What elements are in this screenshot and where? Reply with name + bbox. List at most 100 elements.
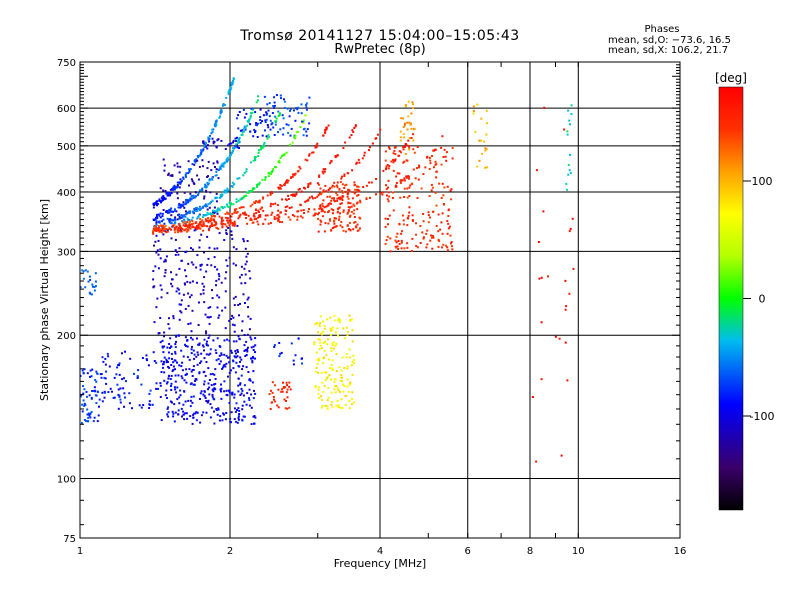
data-point bbox=[222, 222, 225, 225]
data-point bbox=[176, 197, 179, 200]
data-point bbox=[184, 173, 187, 176]
data-point bbox=[264, 129, 266, 132]
data-point bbox=[251, 203, 254, 206]
data-points bbox=[79, 77, 575, 463]
data-point bbox=[203, 186, 206, 188]
data-point bbox=[353, 127, 356, 129]
data-point bbox=[179, 389, 182, 392]
data-point bbox=[181, 228, 184, 231]
data-point bbox=[268, 102, 271, 105]
data-point bbox=[95, 402, 98, 404]
data-point bbox=[335, 155, 338, 158]
data-point bbox=[266, 214, 269, 217]
data-point bbox=[571, 217, 574, 220]
data-point bbox=[206, 316, 209, 319]
data-point bbox=[331, 406, 334, 409]
data-point bbox=[168, 193, 171, 196]
data-point bbox=[277, 186, 280, 189]
data-point bbox=[220, 223, 223, 226]
data-point bbox=[217, 273, 220, 275]
data-point bbox=[180, 303, 183, 306]
data-point bbox=[535, 169, 538, 172]
data-point bbox=[172, 224, 175, 227]
data-point bbox=[183, 220, 186, 223]
data-point bbox=[278, 221, 281, 223]
data-point bbox=[346, 334, 349, 336]
data-point bbox=[192, 222, 195, 225]
data-point bbox=[199, 264, 202, 267]
data-point bbox=[390, 160, 393, 163]
data-point bbox=[394, 158, 397, 161]
data-point bbox=[359, 227, 361, 230]
data-point bbox=[356, 208, 359, 211]
data-point bbox=[187, 399, 190, 402]
data-point bbox=[208, 179, 211, 182]
data-point bbox=[184, 400, 187, 403]
data-point bbox=[191, 422, 194, 425]
data-point bbox=[269, 128, 272, 131]
data-point bbox=[325, 126, 328, 129]
data-point bbox=[207, 160, 210, 163]
data-point bbox=[213, 209, 216, 212]
data-point bbox=[208, 246, 211, 249]
data-point bbox=[243, 400, 246, 403]
data-point bbox=[340, 202, 343, 205]
data-point bbox=[433, 149, 436, 152]
data-point bbox=[412, 107, 414, 109]
data-point bbox=[202, 216, 204, 219]
data-point bbox=[185, 381, 188, 384]
data-point bbox=[217, 316, 220, 319]
data-point bbox=[348, 221, 351, 224]
data-point bbox=[103, 396, 106, 399]
data-point bbox=[292, 363, 295, 366]
data-point bbox=[154, 240, 157, 243]
data-point bbox=[187, 304, 190, 307]
data-point bbox=[566, 379, 569, 382]
data-point bbox=[239, 356, 242, 359]
data-point bbox=[352, 354, 355, 357]
data-point bbox=[184, 215, 187, 218]
data-point bbox=[225, 362, 228, 365]
data-point bbox=[341, 194, 344, 197]
data-point bbox=[193, 353, 196, 356]
data-point bbox=[255, 218, 258, 220]
data-point bbox=[204, 145, 207, 148]
data-point bbox=[314, 212, 317, 215]
data-point bbox=[335, 192, 338, 195]
data-point bbox=[228, 143, 231, 145]
data-point bbox=[413, 127, 416, 130]
data-point bbox=[82, 385, 84, 388]
data-point bbox=[231, 222, 234, 225]
data-point bbox=[246, 346, 249, 349]
data-point bbox=[284, 209, 287, 212]
data-point bbox=[173, 386, 176, 389]
data-point bbox=[417, 178, 420, 181]
data-point bbox=[185, 201, 188, 204]
data-point bbox=[205, 332, 208, 335]
data-point bbox=[446, 232, 449, 235]
data-point bbox=[283, 183, 286, 186]
data-point bbox=[242, 212, 244, 215]
data-point bbox=[159, 230, 162, 233]
data-point bbox=[185, 198, 188, 201]
data-point bbox=[235, 361, 238, 364]
data-point bbox=[188, 222, 191, 225]
data-point bbox=[421, 231, 424, 234]
data-point bbox=[117, 407, 120, 410]
data-point bbox=[152, 231, 154, 234]
data-point bbox=[240, 206, 243, 209]
data-point bbox=[262, 209, 265, 212]
data-point bbox=[327, 189, 330, 191]
data-point bbox=[227, 226, 230, 229]
data-point bbox=[218, 419, 221, 422]
data-point bbox=[223, 189, 226, 192]
data-point bbox=[278, 159, 281, 162]
data-point bbox=[186, 226, 189, 229]
data-point bbox=[225, 96, 228, 99]
data-point bbox=[219, 115, 221, 118]
data-point bbox=[302, 209, 305, 212]
data-point bbox=[314, 146, 317, 149]
data-point bbox=[237, 418, 240, 421]
data-point bbox=[428, 156, 431, 159]
data-point bbox=[422, 173, 425, 176]
